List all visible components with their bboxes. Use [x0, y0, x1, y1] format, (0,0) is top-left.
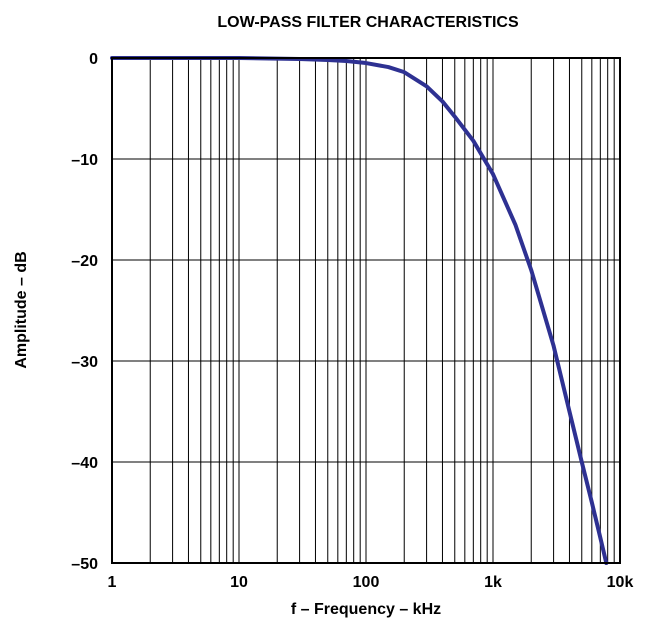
- x-tick-label: 100: [353, 574, 380, 591]
- tick-labels: 1 10 100 1k 10k 0 –10 –20 –30 –40 –50: [71, 51, 633, 591]
- plot-frame: [111, 57, 621, 564]
- x-axis-label: f – Frequency – kHz: [291, 601, 441, 618]
- y-tick-label: –30: [71, 354, 98, 371]
- grid: [112, 57, 620, 564]
- y-tick-label: –20: [71, 253, 98, 270]
- y-tick-label: 0: [89, 51, 98, 68]
- y-tick-label: –50: [71, 556, 98, 573]
- x-tick-label: 10k: [607, 574, 634, 591]
- y-tick-label: –10: [71, 152, 98, 169]
- series-line: [110, 56, 609, 565]
- y-tick-label: –40: [71, 455, 98, 472]
- x-tick-label: 1: [108, 574, 117, 591]
- chart-title: LOW-PASS FILTER CHARACTERISTICS: [217, 14, 519, 31]
- y-axis-label: Amplitude – dB: [13, 251, 30, 368]
- x-tick-label: 10: [230, 574, 248, 591]
- series-layer: [110, 56, 609, 565]
- x-tick-label: 1k: [484, 574, 502, 591]
